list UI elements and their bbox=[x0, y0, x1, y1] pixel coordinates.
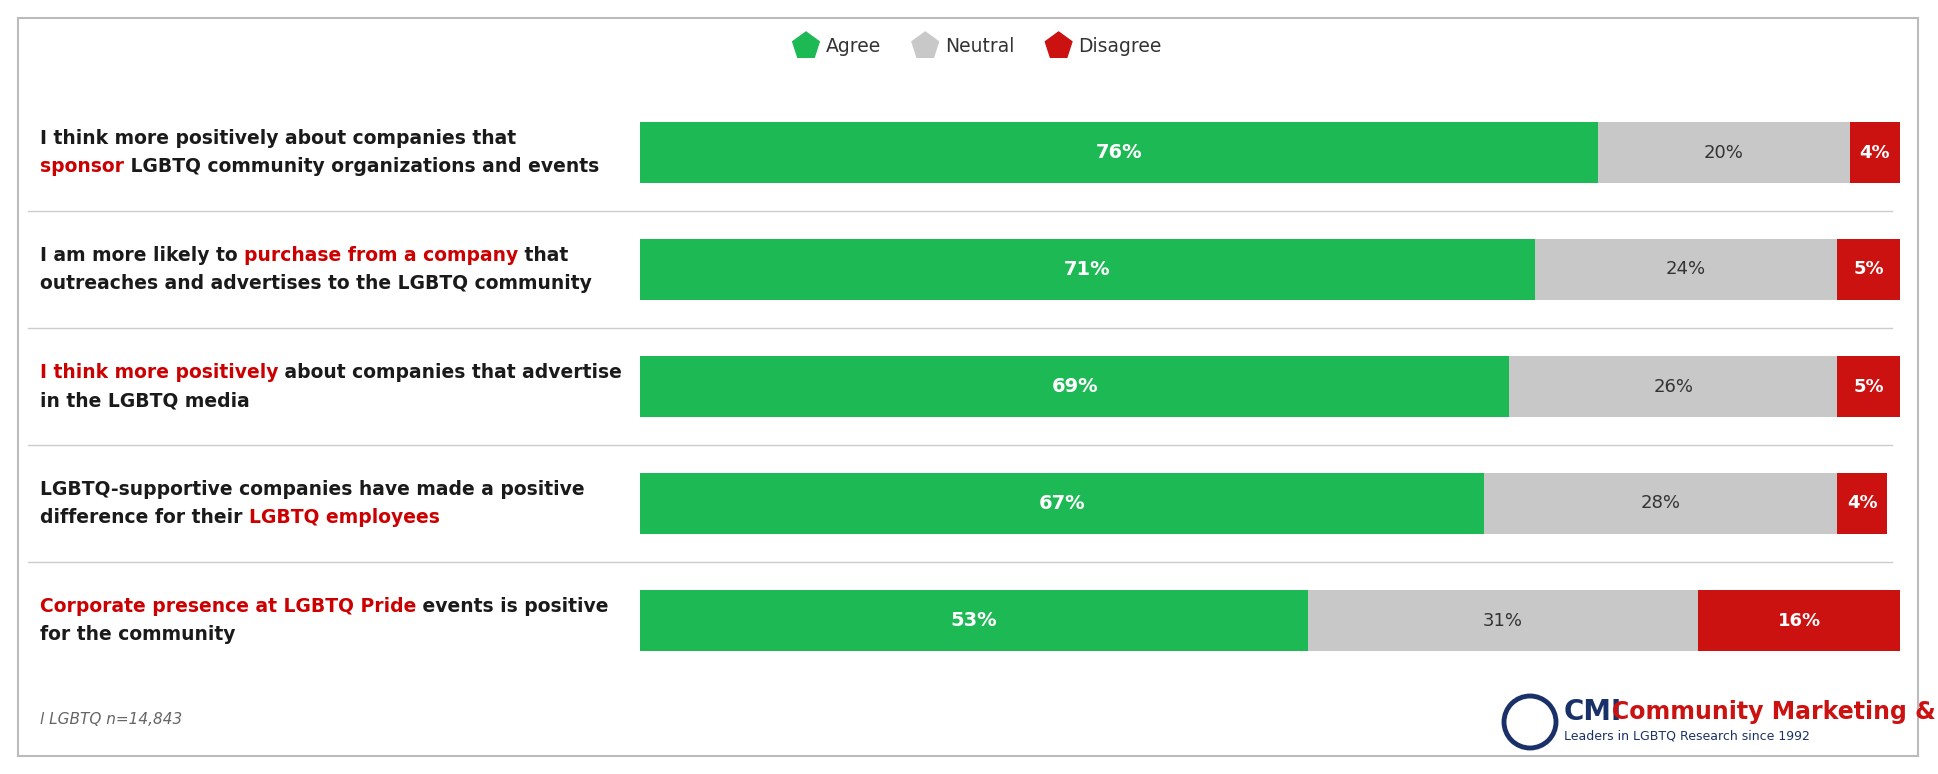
Text: 67%: 67% bbox=[1039, 494, 1085, 513]
Text: 69%: 69% bbox=[1052, 377, 1099, 396]
Text: purchase from a company: purchase from a company bbox=[244, 246, 517, 265]
Text: 5%: 5% bbox=[1853, 261, 1884, 279]
Bar bbox=[1535, 239, 1837, 300]
Text: 24%: 24% bbox=[1667, 261, 1705, 279]
Bar bbox=[640, 356, 1510, 417]
Text: 76%: 76% bbox=[1095, 143, 1141, 162]
Text: l LGBTQ n=14,843: l LGBTQ n=14,843 bbox=[41, 711, 182, 727]
Text: Community Marketing & Insights: Community Marketing & Insights bbox=[1612, 700, 1938, 724]
Text: 26%: 26% bbox=[1653, 378, 1694, 396]
Polygon shape bbox=[1045, 32, 1072, 57]
Text: 20%: 20% bbox=[1704, 143, 1744, 162]
Text: 53%: 53% bbox=[950, 611, 998, 630]
Bar bbox=[640, 122, 1597, 183]
Bar bbox=[1510, 356, 1837, 417]
Text: 28%: 28% bbox=[1641, 495, 1680, 512]
Bar bbox=[1849, 122, 1899, 183]
Text: 4%: 4% bbox=[1847, 495, 1878, 512]
Bar bbox=[1485, 473, 1837, 534]
Text: Corporate presence at LGBTQ Pride: Corporate presence at LGBTQ Pride bbox=[41, 597, 417, 616]
Polygon shape bbox=[793, 32, 820, 57]
Text: for the community: for the community bbox=[41, 625, 236, 644]
Bar bbox=[640, 473, 1485, 534]
Text: difference for their: difference for their bbox=[41, 508, 248, 527]
Bar bbox=[640, 239, 1535, 300]
Text: I am more likely to: I am more likely to bbox=[41, 246, 244, 265]
Polygon shape bbox=[913, 32, 938, 57]
Text: outreaches and advertises to the LGBTQ community: outreaches and advertises to the LGBTQ c… bbox=[41, 274, 591, 293]
Text: LGBTQ-supportive companies have made a positive: LGBTQ-supportive companies have made a p… bbox=[41, 480, 585, 499]
Text: Leaders in LGBTQ Research since 1992: Leaders in LGBTQ Research since 1992 bbox=[1564, 730, 1810, 742]
Text: I think more positively about companies that: I think more positively about companies … bbox=[41, 129, 516, 148]
Bar bbox=[1837, 473, 1888, 534]
Bar bbox=[1837, 239, 1899, 300]
Text: 31%: 31% bbox=[1483, 611, 1523, 629]
Bar bbox=[1597, 122, 1849, 183]
Text: 4%: 4% bbox=[1859, 143, 1890, 162]
Text: I think more positively: I think more positively bbox=[41, 363, 279, 382]
Bar bbox=[1308, 590, 1698, 651]
Text: events is positive: events is positive bbox=[417, 597, 609, 616]
Text: Neutral: Neutral bbox=[946, 36, 1016, 56]
Text: about companies that advertise: about companies that advertise bbox=[279, 363, 622, 382]
Text: LGBTQ community organizations and events: LGBTQ community organizations and events bbox=[124, 157, 599, 176]
Text: sponsor: sponsor bbox=[41, 157, 124, 176]
Bar bbox=[1698, 590, 1899, 651]
Bar bbox=[1837, 356, 1899, 417]
Text: Disagree: Disagree bbox=[1079, 36, 1163, 56]
Text: Agree: Agree bbox=[826, 36, 882, 56]
Text: 5%: 5% bbox=[1853, 378, 1884, 396]
Text: 71%: 71% bbox=[1064, 260, 1110, 279]
Text: LGBTQ employees: LGBTQ employees bbox=[248, 508, 440, 527]
Text: 16%: 16% bbox=[1777, 611, 1822, 629]
Text: that: that bbox=[517, 246, 568, 265]
Text: in the LGBTQ media: in the LGBTQ media bbox=[41, 391, 250, 410]
Bar bbox=[640, 590, 1308, 651]
Text: CMI: CMI bbox=[1564, 698, 1622, 726]
